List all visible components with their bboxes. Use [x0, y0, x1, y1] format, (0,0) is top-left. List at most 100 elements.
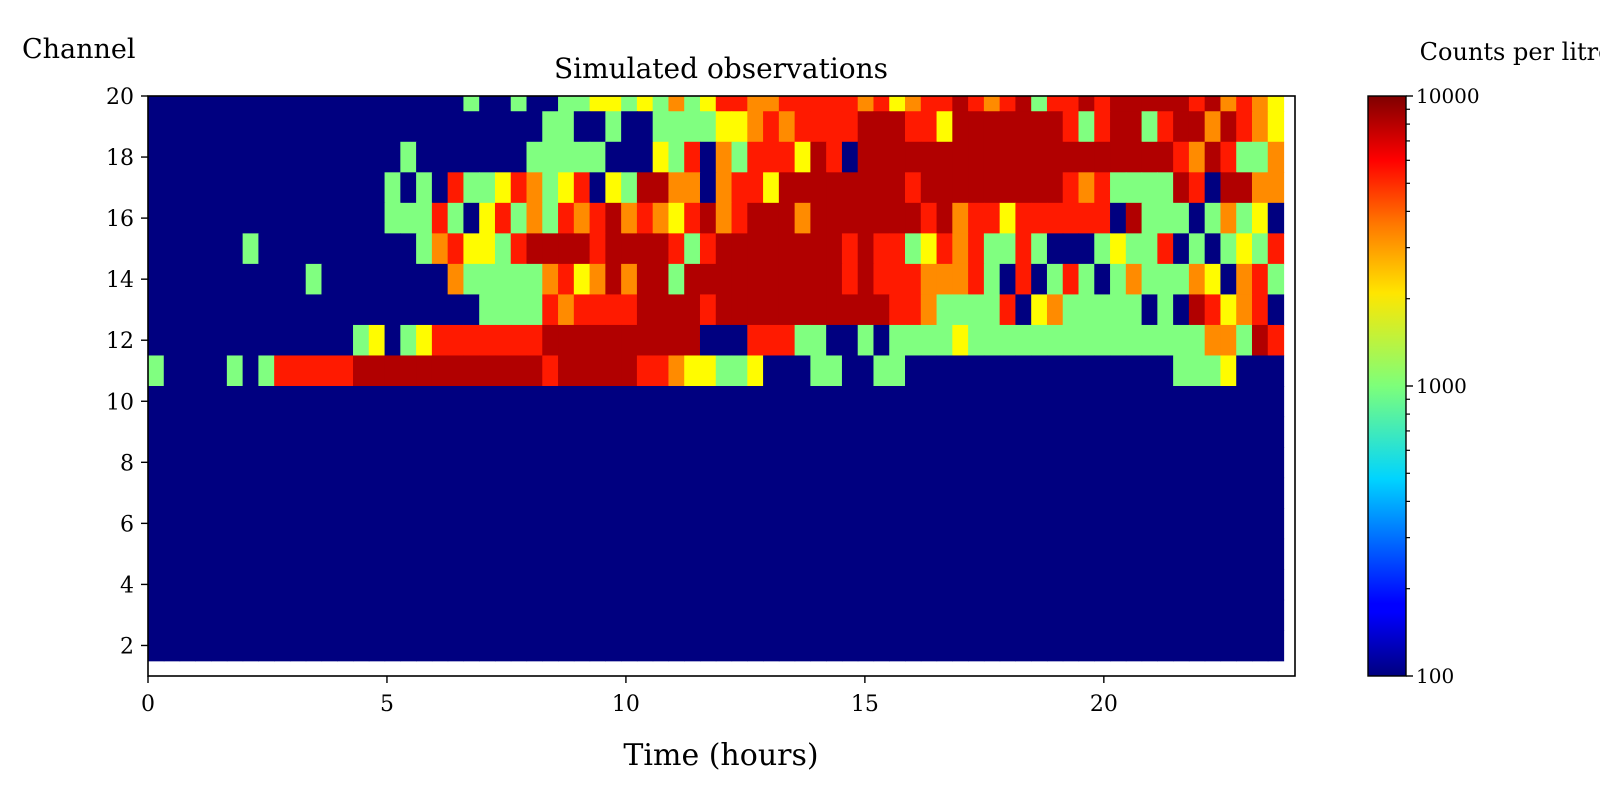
heatmap-cell — [905, 294, 922, 326]
heatmap-cell — [289, 263, 307, 296]
heatmap-cell — [321, 416, 338, 448]
heatmap-cell — [778, 508, 796, 540]
heatmap-cell — [258, 355, 275, 387]
heatmap-cell — [794, 386, 811, 418]
heatmap-cell — [573, 477, 591, 509]
heatmap-cell — [353, 630, 370, 662]
heatmap-cell — [999, 538, 1017, 570]
heatmap-cell — [1173, 538, 1190, 570]
heatmap-cell — [163, 508, 181, 540]
heatmap-cell — [1141, 202, 1158, 234]
heatmap-cell — [747, 447, 764, 479]
heatmap-cell — [368, 630, 386, 662]
heatmap-cell — [337, 569, 354, 601]
heatmap-cell — [968, 355, 985, 387]
heatmap-cell — [857, 630, 875, 662]
heatmap-cell — [1062, 263, 1080, 296]
heatmap-cell — [763, 447, 780, 479]
heatmap-cell — [573, 263, 591, 296]
heatmap-cell — [747, 294, 764, 326]
heatmap-cell — [494, 569, 512, 601]
heatmap-cell — [810, 569, 827, 601]
heatmap-cell — [621, 447, 638, 479]
heatmap-cell — [368, 447, 386, 479]
heatmap-cell — [479, 508, 496, 540]
heatmap-cell — [573, 630, 591, 662]
heatmap-cell — [1236, 416, 1253, 448]
heatmap-cell — [668, 477, 685, 509]
heatmap-cell — [873, 141, 890, 173]
heatmap-cell — [684, 477, 701, 509]
heatmap-cell — [479, 416, 496, 448]
heatmap-cell — [1204, 172, 1222, 204]
heatmap-cell — [778, 630, 796, 662]
heatmap-cell — [195, 416, 212, 448]
heatmap-cell — [1251, 324, 1269, 357]
heatmap-cell — [763, 111, 780, 143]
heatmap-cell — [794, 141, 811, 173]
heatmap-cell — [1173, 111, 1190, 143]
heatmap-cell — [211, 569, 228, 601]
heatmap-cell — [1062, 355, 1080, 387]
heatmap-cell — [621, 416, 638, 448]
heatmap-cell — [226, 355, 244, 387]
heatmap-cell — [510, 111, 528, 143]
heatmap-cell — [1220, 508, 1237, 540]
heatmap-cell — [605, 294, 622, 326]
heatmap-cell — [889, 447, 906, 479]
heatmap-cell — [763, 599, 780, 631]
heatmap-cell — [274, 599, 291, 631]
heatmap-cell — [731, 416, 748, 448]
heatmap-cell — [163, 111, 181, 143]
heatmap-cell — [684, 538, 701, 570]
heatmap-cell — [510, 141, 528, 173]
heatmap-cell — [289, 416, 307, 448]
heatmap-cell — [652, 630, 670, 662]
heatmap-cell — [621, 477, 638, 509]
heatmap-cell — [699, 263, 717, 296]
heatmap-cell — [1141, 324, 1158, 357]
heatmap-cell — [242, 508, 259, 540]
heatmap-cell — [747, 355, 764, 387]
heatmap-cell — [826, 416, 843, 448]
heatmap-cell — [968, 324, 985, 357]
heatmap-cell — [321, 172, 338, 204]
heatmap-cell — [179, 355, 196, 387]
heatmap-cell — [1157, 202, 1174, 234]
heatmap-cell — [558, 538, 575, 570]
heatmap-cell — [1094, 233, 1111, 265]
heatmap-cell — [1220, 416, 1237, 448]
heatmap-cell — [763, 386, 780, 418]
heatmap-cell — [621, 569, 638, 601]
heatmap-cell — [274, 355, 291, 387]
heatmap-cell — [794, 172, 811, 204]
x-tick-label: 5 — [380, 692, 394, 717]
heatmap-cell — [226, 111, 244, 143]
heatmap-cell — [305, 599, 323, 631]
heatmap-cell — [163, 294, 181, 326]
heatmap-cell — [1094, 538, 1111, 570]
heatmap-cell — [1157, 294, 1174, 326]
heatmap-cell — [1236, 172, 1253, 204]
heatmap-cell — [526, 263, 543, 296]
heatmap-cell — [542, 599, 559, 631]
heatmap-cell — [1251, 538, 1269, 570]
heatmap-cell — [400, 96, 417, 112]
heatmap-cell — [1173, 508, 1190, 540]
heatmap-cell — [841, 324, 859, 357]
heatmap-cell — [384, 569, 401, 601]
heatmap-cell — [416, 447, 433, 479]
heatmap-cell — [321, 599, 338, 631]
heatmap-cell — [684, 386, 701, 418]
heatmap-cell — [431, 416, 449, 448]
heatmap-cell — [1015, 630, 1032, 662]
heatmap-cell — [810, 294, 827, 326]
heatmap-cell — [810, 538, 827, 570]
heatmap-cell — [321, 233, 338, 265]
heatmap-cell — [1220, 111, 1237, 143]
heatmap-cell — [1125, 355, 1143, 387]
heatmap-cell — [936, 172, 953, 204]
heatmap-cell — [353, 416, 370, 448]
heatmap-cell — [778, 538, 796, 570]
